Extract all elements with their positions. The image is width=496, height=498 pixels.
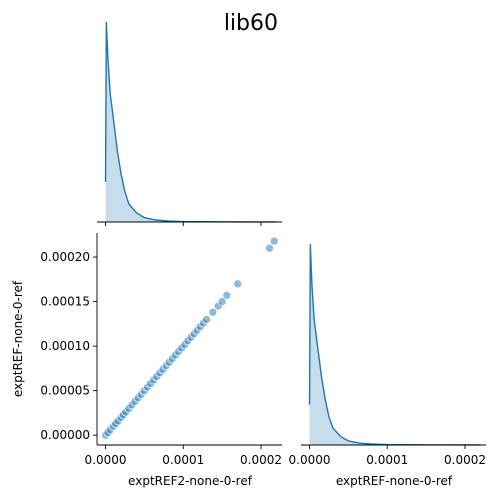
scatter-points xyxy=(101,236,279,440)
scatter-point xyxy=(233,279,242,289)
kde-br-tick-label: 0.0002 xyxy=(444,453,486,467)
kde-panel-bottom-right: 0.0000 0.0001 0.0002 exptREF-none-0-ref xyxy=(289,243,486,488)
scatter-point xyxy=(202,315,211,324)
x-tick-label: 0.0001 xyxy=(162,453,204,467)
scatter-point xyxy=(269,236,279,246)
kde-top-ticks xyxy=(105,222,262,226)
y-tick-label: 0.00020 xyxy=(40,250,90,264)
x-tick-label: 0.0000 xyxy=(85,453,127,467)
scatter-point xyxy=(222,291,232,300)
figure-title: lib60 xyxy=(224,11,278,36)
scatter-point xyxy=(217,297,227,306)
scatter-point xyxy=(265,243,274,253)
kde-br-x-label: exptREF-none-0-ref xyxy=(336,474,453,488)
kde-area-top xyxy=(105,22,277,222)
y-tick-label: 0.00005 xyxy=(40,384,90,398)
kde-area-bottom-right xyxy=(309,244,481,445)
scatter-y-label: exptREF-none-0-ref xyxy=(11,280,25,397)
scatter-panel: 0.00000 0.00005 0.00010 0.00015 0.00020 0.00… xyxy=(11,233,282,488)
x-tick-label: 0.0002 xyxy=(240,453,282,467)
kde-br-tick-label: 0.0000 xyxy=(289,453,331,467)
y-tick-label: 0.00000 xyxy=(40,428,90,442)
y-tick-label: 0.00010 xyxy=(40,339,90,353)
kde-br-tick-label: 0.0001 xyxy=(366,453,408,467)
kde-line-bottom-right xyxy=(308,243,481,446)
scatter-y-ticks: 0.00000 0.00005 0.00010 0.00015 0.00020 xyxy=(40,250,97,442)
scatter-point xyxy=(208,307,218,317)
kde-line-top xyxy=(104,21,277,223)
kde-panel-top xyxy=(97,21,282,226)
scatter-x-ticks: 0.0000 0.0001 0.0002 xyxy=(85,445,282,467)
scatter-x-label: exptREF2-none-0-ref xyxy=(128,474,253,488)
y-tick-label: 0.00015 xyxy=(40,295,90,309)
kde-br-ticks: 0.0000 0.0001 0.0002 xyxy=(289,445,486,467)
